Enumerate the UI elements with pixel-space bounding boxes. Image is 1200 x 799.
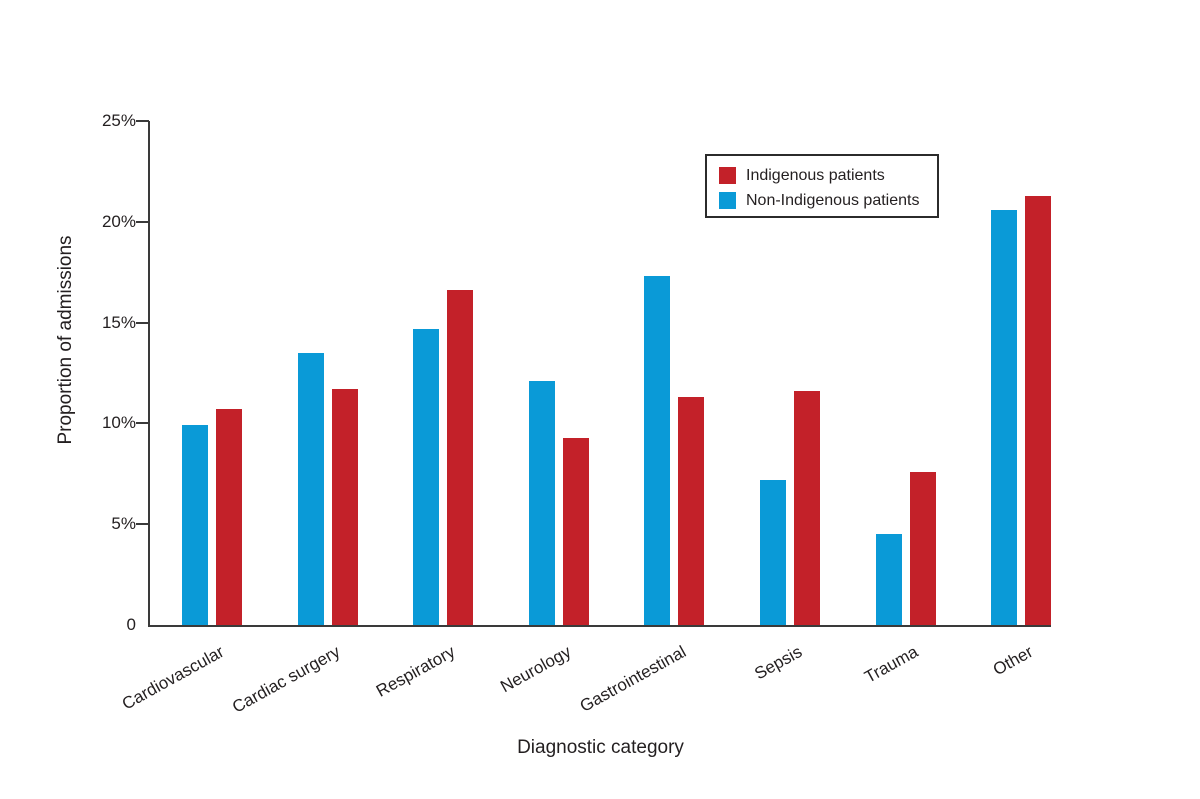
y-tick-label-15: 15% [101,312,136,332]
legend-swatch-icon [719,192,736,209]
y-tick-mark-25 [136,120,149,123]
bar-indigenous-patients-cardiac-surgery [331,389,358,625]
y-tick-label-0: 0 [126,615,136,634]
bar-indigenous-patients-other [1025,195,1052,625]
y-tick-label-10: 10% [101,413,136,433]
legend: Indigenous patients Non-Indigenous patien… [705,154,939,218]
bar-non-indigenous-patients-neurology [528,381,555,625]
y-tick-label-5: 5% [111,514,136,534]
y-tick-mark-10 [136,422,149,425]
bar-indigenous-patients-cardiovascular [216,409,242,625]
bar-non-indigenous-patients-cardiac-surgery [297,352,324,625]
legend-label: Non-Indigenous patients [746,192,920,209]
bar-non-indigenous-patients-sepsis [760,479,786,625]
bar-non-indigenous-patients-gastrointestinal [644,276,671,625]
y-tick-label-20: 20% [101,211,136,231]
bar-non-indigenous-patients-trauma [875,534,902,625]
bar-non-indigenous-patients-cardiovascular [182,425,208,625]
bar-non-indigenous-patients-other [991,209,1018,625]
bar-indigenous-patients-sepsis [794,391,820,625]
x-axis-line [148,625,1051,627]
legend-item-indigenous-patients: Indigenous patients [719,163,937,188]
bar-indigenous-patients-respiratory [447,290,474,625]
y-tick-mark-20 [136,220,149,223]
y-axis-line [148,121,150,627]
legend-item-non-indigenous-patients: Non-Indigenous patients [719,188,937,213]
bar-non-indigenous-patients-respiratory [413,328,440,625]
bar-indigenous-patients-neurology [562,437,589,625]
legend-label: Indigenous patients [746,167,885,184]
bar-indigenous-patients-gastrointestinal [678,397,705,625]
bar-indigenous-patients-trauma [909,471,936,625]
y-tick-mark-15 [136,321,149,324]
y-tick-mark-5 [136,523,149,526]
x-axis-title: Diagnostic category [517,737,684,758]
y-axis-title: Proportion of admissions [55,235,76,445]
legend-swatch-icon [719,167,736,184]
y-tick-label-25: 25% [101,111,136,131]
